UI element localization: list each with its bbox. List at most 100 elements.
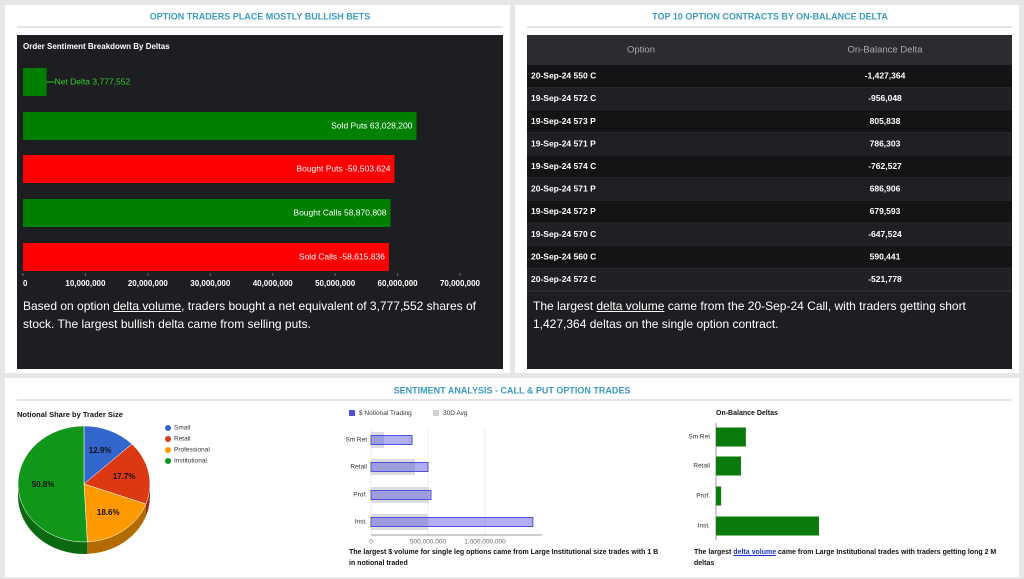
y-tick-label: Retail <box>693 463 710 470</box>
table-row <box>527 87 1012 111</box>
cell: 20-Sep-24 571 P <box>531 184 596 194</box>
y-tick-label: Retail <box>350 464 367 471</box>
pie-slice <box>83 483 147 543</box>
legend-swatch <box>165 447 171 453</box>
cell: 19-Sep-24 574 C <box>531 161 596 171</box>
text: came from Large Institutional trades wit… <box>694 549 997 567</box>
legend-label: Retail <box>174 436 191 443</box>
cell: 20-Sep-24 550 C <box>531 71 596 81</box>
x-tick-label: 10,000,000 <box>65 279 106 288</box>
cell: 19-Sep-24 573 P <box>531 116 596 126</box>
bar <box>23 199 391 227</box>
table-row <box>527 245 1012 269</box>
bar <box>370 462 429 472</box>
y-tick-label: Sm Ret <box>345 437 367 444</box>
chart-title: Notional Share by Trader Size <box>17 410 123 419</box>
panel-title: SENTIMENT ANALYSIS - CALL & PUT OPTION T… <box>394 385 631 395</box>
x-tick-label: 30,000,000 <box>190 279 231 288</box>
bar-label: Bought Calls 58,870,808 <box>293 207 386 217</box>
caption: The largest delta volume came from Large… <box>694 547 1014 569</box>
text: The largest $ volume for single leg opti… <box>349 549 659 567</box>
link[interactable]: delta volume <box>113 299 182 313</box>
summary: The largest delta volume came from the 2… <box>533 297 1003 333</box>
bar <box>716 427 746 447</box>
x-tick-label: 1,000,000,000 <box>464 539 506 546</box>
cell: 19-Sep-24 571 P <box>531 138 596 148</box>
pie-side <box>87 503 146 554</box>
legend-label: Small <box>174 425 191 432</box>
cell: 805,838 <box>870 116 901 126</box>
x-tick-label: 0 <box>23 279 28 288</box>
bar <box>23 112 417 140</box>
y-tick-label: Prof. <box>353 492 367 499</box>
pie-slice <box>83 443 151 505</box>
table-row <box>527 155 1012 178</box>
cell: 686,906 <box>870 184 901 194</box>
slice-label: 50.8% <box>32 480 55 489</box>
panel <box>5 378 1019 577</box>
text: The largest <box>533 299 597 313</box>
x-tick-label: 50,000,000 <box>315 279 356 288</box>
cell: 20-Sep-24 572 C <box>531 274 596 284</box>
text: The largest <box>694 549 734 556</box>
bar-label: Bought Puts -59,503,624 <box>296 163 390 173</box>
y-tick-label: Inst. <box>698 523 710 530</box>
y-tick-label: Sm Ret <box>688 434 710 441</box>
bar <box>370 517 534 527</box>
pie-side <box>18 484 88 554</box>
table-header <box>527 35 1012 65</box>
bar-label: Net Delta 3,777,552 <box>55 76 131 86</box>
bar <box>716 486 722 506</box>
cell: 590,441 <box>870 251 901 261</box>
x-tick-label: 40,000,000 <box>253 279 294 288</box>
bar-label: Sold Calls -58,615,836 <box>299 251 385 261</box>
slice-label: 18.6% <box>97 508 120 517</box>
table-row <box>527 65 1012 88</box>
link[interactable]: delta volume <box>596 299 665 313</box>
cell: -647,524 <box>868 229 902 239</box>
legend-label: $ Notional Trading <box>359 410 412 417</box>
bar <box>23 155 395 183</box>
x-tick-label: 20,000,000 <box>128 279 169 288</box>
x-tick-label: 60,000,000 <box>378 279 419 288</box>
caption: The largest $ volume for single leg opti… <box>349 547 659 569</box>
cell: -521,778 <box>868 274 902 284</box>
table-row <box>527 223 1012 246</box>
y-tick-label: Inst. <box>355 519 367 526</box>
table-row <box>527 268 1012 291</box>
bar <box>370 435 413 445</box>
legend-swatch <box>165 458 171 464</box>
chart-title: Order Sentiment Breakdown By Deltas <box>23 42 170 51</box>
slice-label: 17.7% <box>113 472 136 481</box>
summary: Based on option delta volume, traders bo… <box>23 297 498 333</box>
cell: 20-Sep-24 560 C <box>531 251 596 261</box>
table-row <box>527 132 1012 156</box>
legend-swatch <box>165 425 171 431</box>
legend-swatch <box>349 410 355 416</box>
cell: 19-Sep-24 570 C <box>531 229 596 239</box>
text: , traders bought a net equivalent of 3,7… <box>23 299 476 331</box>
panel-title: TOP 10 OPTION CONTRACTS BY ON-BALANCE DE… <box>652 11 888 21</box>
bar <box>370 490 432 500</box>
table-row <box>527 178 1012 201</box>
x-tick-label: 70,000,000 <box>440 279 481 288</box>
cell: 786,303 <box>870 138 901 148</box>
y-tick-label: Prof. <box>696 493 710 500</box>
table-row <box>527 200 1012 224</box>
cell: -956,048 <box>868 93 902 103</box>
bar <box>716 516 819 536</box>
bar <box>23 68 47 96</box>
slice-label: 12.9% <box>89 446 112 455</box>
cell: 19-Sep-24 572 C <box>531 93 596 103</box>
link[interactable]: delta volume <box>733 549 777 556</box>
cell: -762,527 <box>868 161 902 171</box>
table-row <box>527 110 1012 133</box>
legend-label: Institutional <box>174 458 207 465</box>
bar <box>23 243 389 271</box>
bar-label: Sold Puts 63,028,200 <box>331 120 413 130</box>
text: Based on option <box>23 299 114 313</box>
legend-swatch <box>165 436 171 442</box>
pie-slice <box>17 425 88 543</box>
